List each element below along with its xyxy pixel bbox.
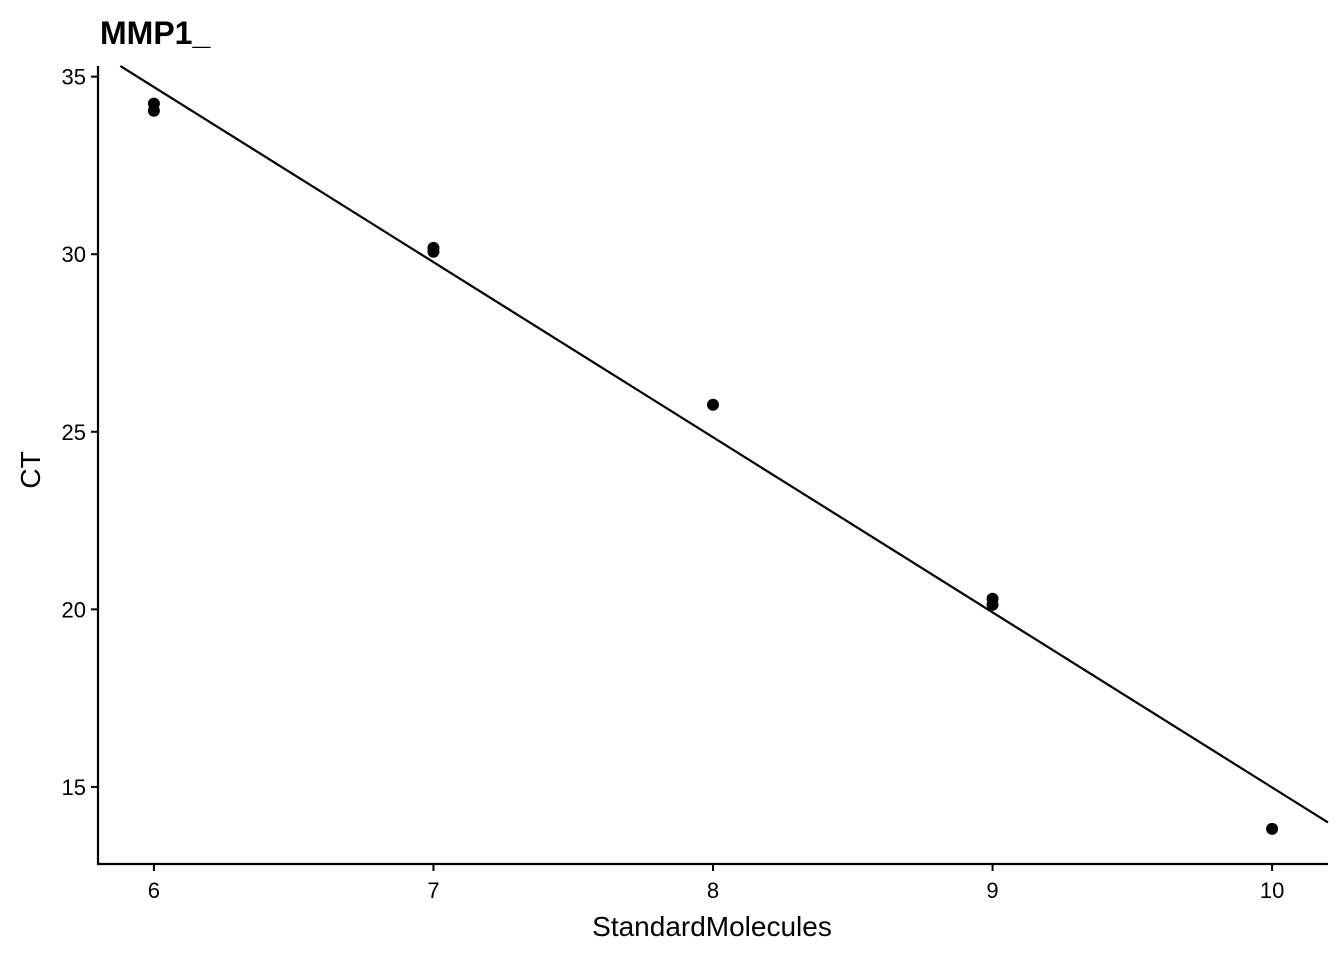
point [707, 398, 719, 411]
x-tick-label: 8 [707, 878, 719, 903]
x-tick-label: 9 [986, 878, 998, 903]
point [986, 598, 999, 611]
x-tick-label: 10 [1260, 878, 1284, 903]
x-tick-label: 6 [148, 878, 160, 903]
y-tick-label: 25 [62, 420, 86, 445]
point [147, 104, 160, 117]
point [427, 245, 440, 258]
y-tick-label: 20 [62, 597, 86, 622]
y-tick-label: 35 [62, 65, 86, 90]
x-tick-label: 7 [427, 878, 439, 903]
chart-title: MMP1_ [100, 15, 211, 51]
point [1266, 822, 1279, 835]
y-tick-label: 15 [62, 775, 86, 800]
y-axis-label: CT [15, 451, 46, 488]
fit-line [119, 65, 1329, 824]
y-tick-label: 30 [62, 242, 86, 267]
x-axis-label: StandardMolecules [592, 911, 832, 942]
